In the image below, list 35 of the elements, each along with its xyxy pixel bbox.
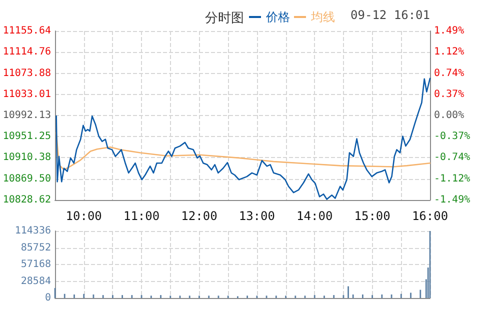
y-tick-label: 11033.01 <box>2 88 51 100</box>
y-tick-label: 10910.38 <box>2 152 51 164</box>
line-series <box>56 132 431 170</box>
x-tick-label: 11:00 <box>123 209 160 223</box>
y-tick-label: 57168 <box>20 259 51 270</box>
x-tick-label: 13:00 <box>238 209 275 223</box>
y2-tick-label: -1.49% <box>434 194 470 206</box>
y-tick-label: 11114.76 <box>2 46 51 58</box>
x-tick-label: 12:00 <box>181 209 218 223</box>
y2-tick-label: -1.12% <box>434 174 470 185</box>
y-tick-label: 28584 <box>20 276 51 287</box>
y-tick-label: 85752 <box>20 242 51 254</box>
y-tick-label: 11155.64 <box>2 26 51 36</box>
y2-tick-label: 1.49% <box>434 26 464 36</box>
text: 09-12 16:01 <box>350 8 430 22</box>
x-tick-label: 10:00 <box>66 209 102 223</box>
legend-label: 价格 <box>265 10 290 24</box>
x-tick-label: 14:00 <box>296 209 333 223</box>
y-tick-label: 114336 <box>14 226 51 236</box>
y2-tick-label: 1.12% <box>434 46 464 58</box>
x-tick-label: 15:00 <box>354 209 390 223</box>
y-tick-label: 10828.62 <box>2 194 51 206</box>
legend-label: 均线 <box>310 10 335 24</box>
y-tick-label: 11073.88 <box>2 68 51 79</box>
x-tick-label: 16:00 <box>412 209 448 223</box>
y2-tick-label: 0.74% <box>434 68 464 80</box>
y-tick-label: 10869.50 <box>2 173 51 184</box>
y-tick-label: 0 <box>44 292 51 304</box>
y-tick-label: 10951.25 <box>2 131 51 142</box>
y2-tick-label: -0.37% <box>434 130 470 142</box>
y-tick-label: 10992.13 <box>2 110 51 121</box>
y2-tick-label: 0.00% <box>434 110 464 121</box>
y2-tick-label: -0.74% <box>434 152 470 163</box>
y2-tick-label: 0.37% <box>434 89 464 100</box>
chart-title: 分时图 <box>205 11 244 26</box>
